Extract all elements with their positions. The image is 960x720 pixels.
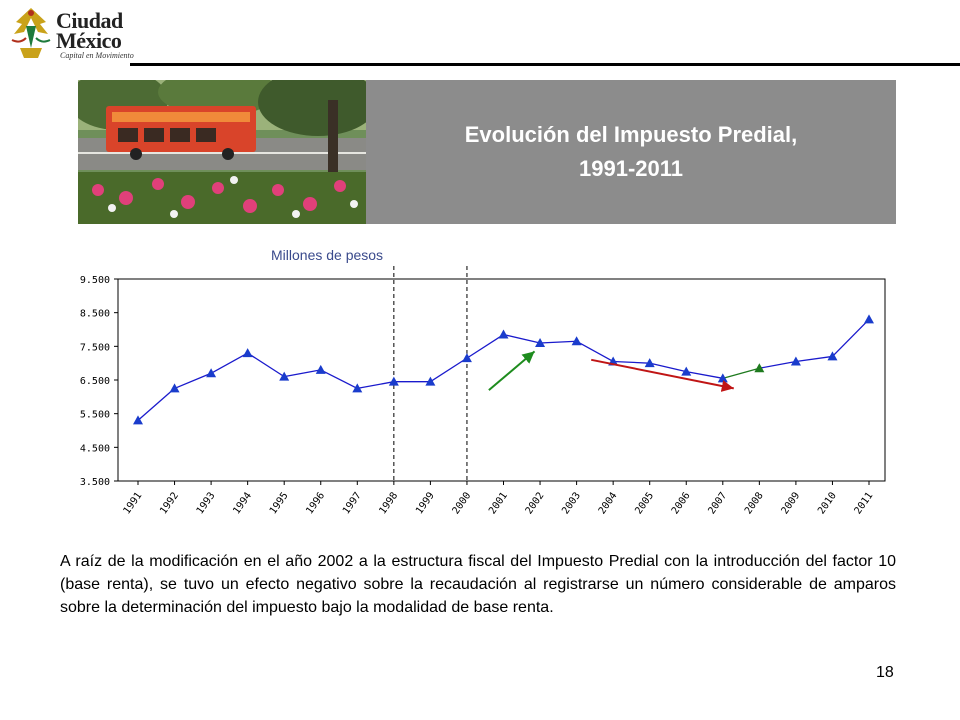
series-segment [576,340,614,363]
x-tick-1995: 1995 [268,490,291,516]
header-rule [130,63,960,66]
series-segment [320,369,358,389]
x-tick-1997: 1997 [341,490,364,516]
y-tick-labels: 3.500 4.500 5.500 6.500 7.500 8.500 9.500 [80,275,110,488]
x-tick-2010: 2010 [816,490,839,516]
data-point-1992 [169,383,180,393]
data-point-1996 [315,364,326,374]
data-point-2010 [827,351,838,361]
data-point-2009 [790,356,801,366]
x-tick-1991: 1991 [122,490,145,516]
series-segment [210,352,248,374]
x-tick-2000: 2000 [451,490,474,516]
data-point-2007 [717,373,728,383]
x-tick-1999: 1999 [414,490,437,516]
series-segment [831,318,870,357]
title-banner: Evolución del Impuesto Predial, 1991-201… [366,80,896,224]
x-tick-2007: 2007 [706,490,729,516]
data-point-2002 [535,337,546,347]
series-segment [613,360,650,364]
data-point-1997 [352,383,363,393]
predial-line-chart: 3.500 4.500 5.500 6.500 7.500 8.500 9.500 1991… [80,265,886,516]
series-segment [722,367,760,379]
series-segment [759,360,797,369]
data-point-2003 [571,336,582,346]
series-segment [247,352,285,378]
x-tick-1996: 1996 [304,490,327,516]
data-point-1991 [133,415,143,425]
logo-tagline: Capital en Movimiento [60,51,134,60]
arrow-up-green [488,350,536,391]
x-tick-2004: 2004 [597,490,620,516]
x-tick-1998: 1998 [377,490,400,516]
description-paragraph: A raíz de la modificación en el año 2002… [60,553,896,616]
series-segment [174,372,212,390]
x-tick-2003: 2003 [560,490,583,516]
angel-emblem-icon [11,8,51,58]
data-point-2006 [681,366,692,376]
x-tick-2008: 2008 [743,490,766,516]
data-point-1993 [206,368,217,378]
x-tick-2002: 2002 [524,490,547,516]
series-segment [466,334,504,359]
x-tick-1992: 1992 [158,490,181,516]
y-tick-4.500: 4.500 [80,443,110,454]
arrow-down-red [591,358,734,392]
x-tick-2011: 2011 [853,490,876,516]
series-segment [686,370,723,379]
x-tick-2006: 2006 [670,490,693,516]
series-markers [133,314,874,425]
data-point-1994 [242,348,253,358]
data-point-1995 [279,371,290,381]
x-tick-1994: 1994 [231,490,254,516]
series-segment [137,387,175,421]
data-point-1998 [388,376,399,386]
series-segment [284,369,321,378]
y-tick-8.500: 8.500 [80,309,110,320]
slide-title-line2: 1991-2011 [579,156,683,181]
series-segment [357,381,394,390]
y-tick-7.500: 7.500 [80,342,110,353]
y-tick-9.500: 9.500 [80,275,110,286]
page-number: 18 [876,664,894,681]
x-tick-2009: 2009 [780,490,803,516]
x-tick-1993: 1993 [195,490,218,516]
data-point-2000 [461,353,472,363]
logo-text-ciudad: Ciudad [56,8,123,33]
series-segment [540,340,577,344]
series-segment [795,355,833,363]
series-segment [503,333,541,344]
chart-axes [114,278,886,485]
series-segment [430,357,468,383]
x-tick-2001: 2001 [487,490,510,516]
data-point-2008 [754,363,765,373]
data-point-2005 [644,358,655,368]
slide-title-line1: Evolución del Impuesto Predial, [464,122,798,147]
data-point-2001 [498,329,509,339]
bus-street-photo [78,80,366,224]
x-tick-2005: 2005 [633,490,656,516]
trend-arrows [488,350,734,392]
logo-text-mexico: México [56,28,122,53]
y-tick-5.500: 5.500 [80,410,110,421]
x-tick-labels: 1991 1992 1993 1994 1995 1996 1997 1998 1999 2000… [122,490,876,516]
series-segment [649,362,687,373]
units-label: Millones de pesos [271,247,384,263]
y-tick-3.500: 3.500 [80,477,110,488]
reference-lines [393,265,468,481]
data-point-1999 [425,376,436,386]
series-line [137,318,870,421]
y-tick-6.500: 6.500 [80,376,110,387]
data-point-2011 [864,314,874,324]
ciudad-mexico-logo: Ciudad México Capital en Movimiento [8,4,148,62]
